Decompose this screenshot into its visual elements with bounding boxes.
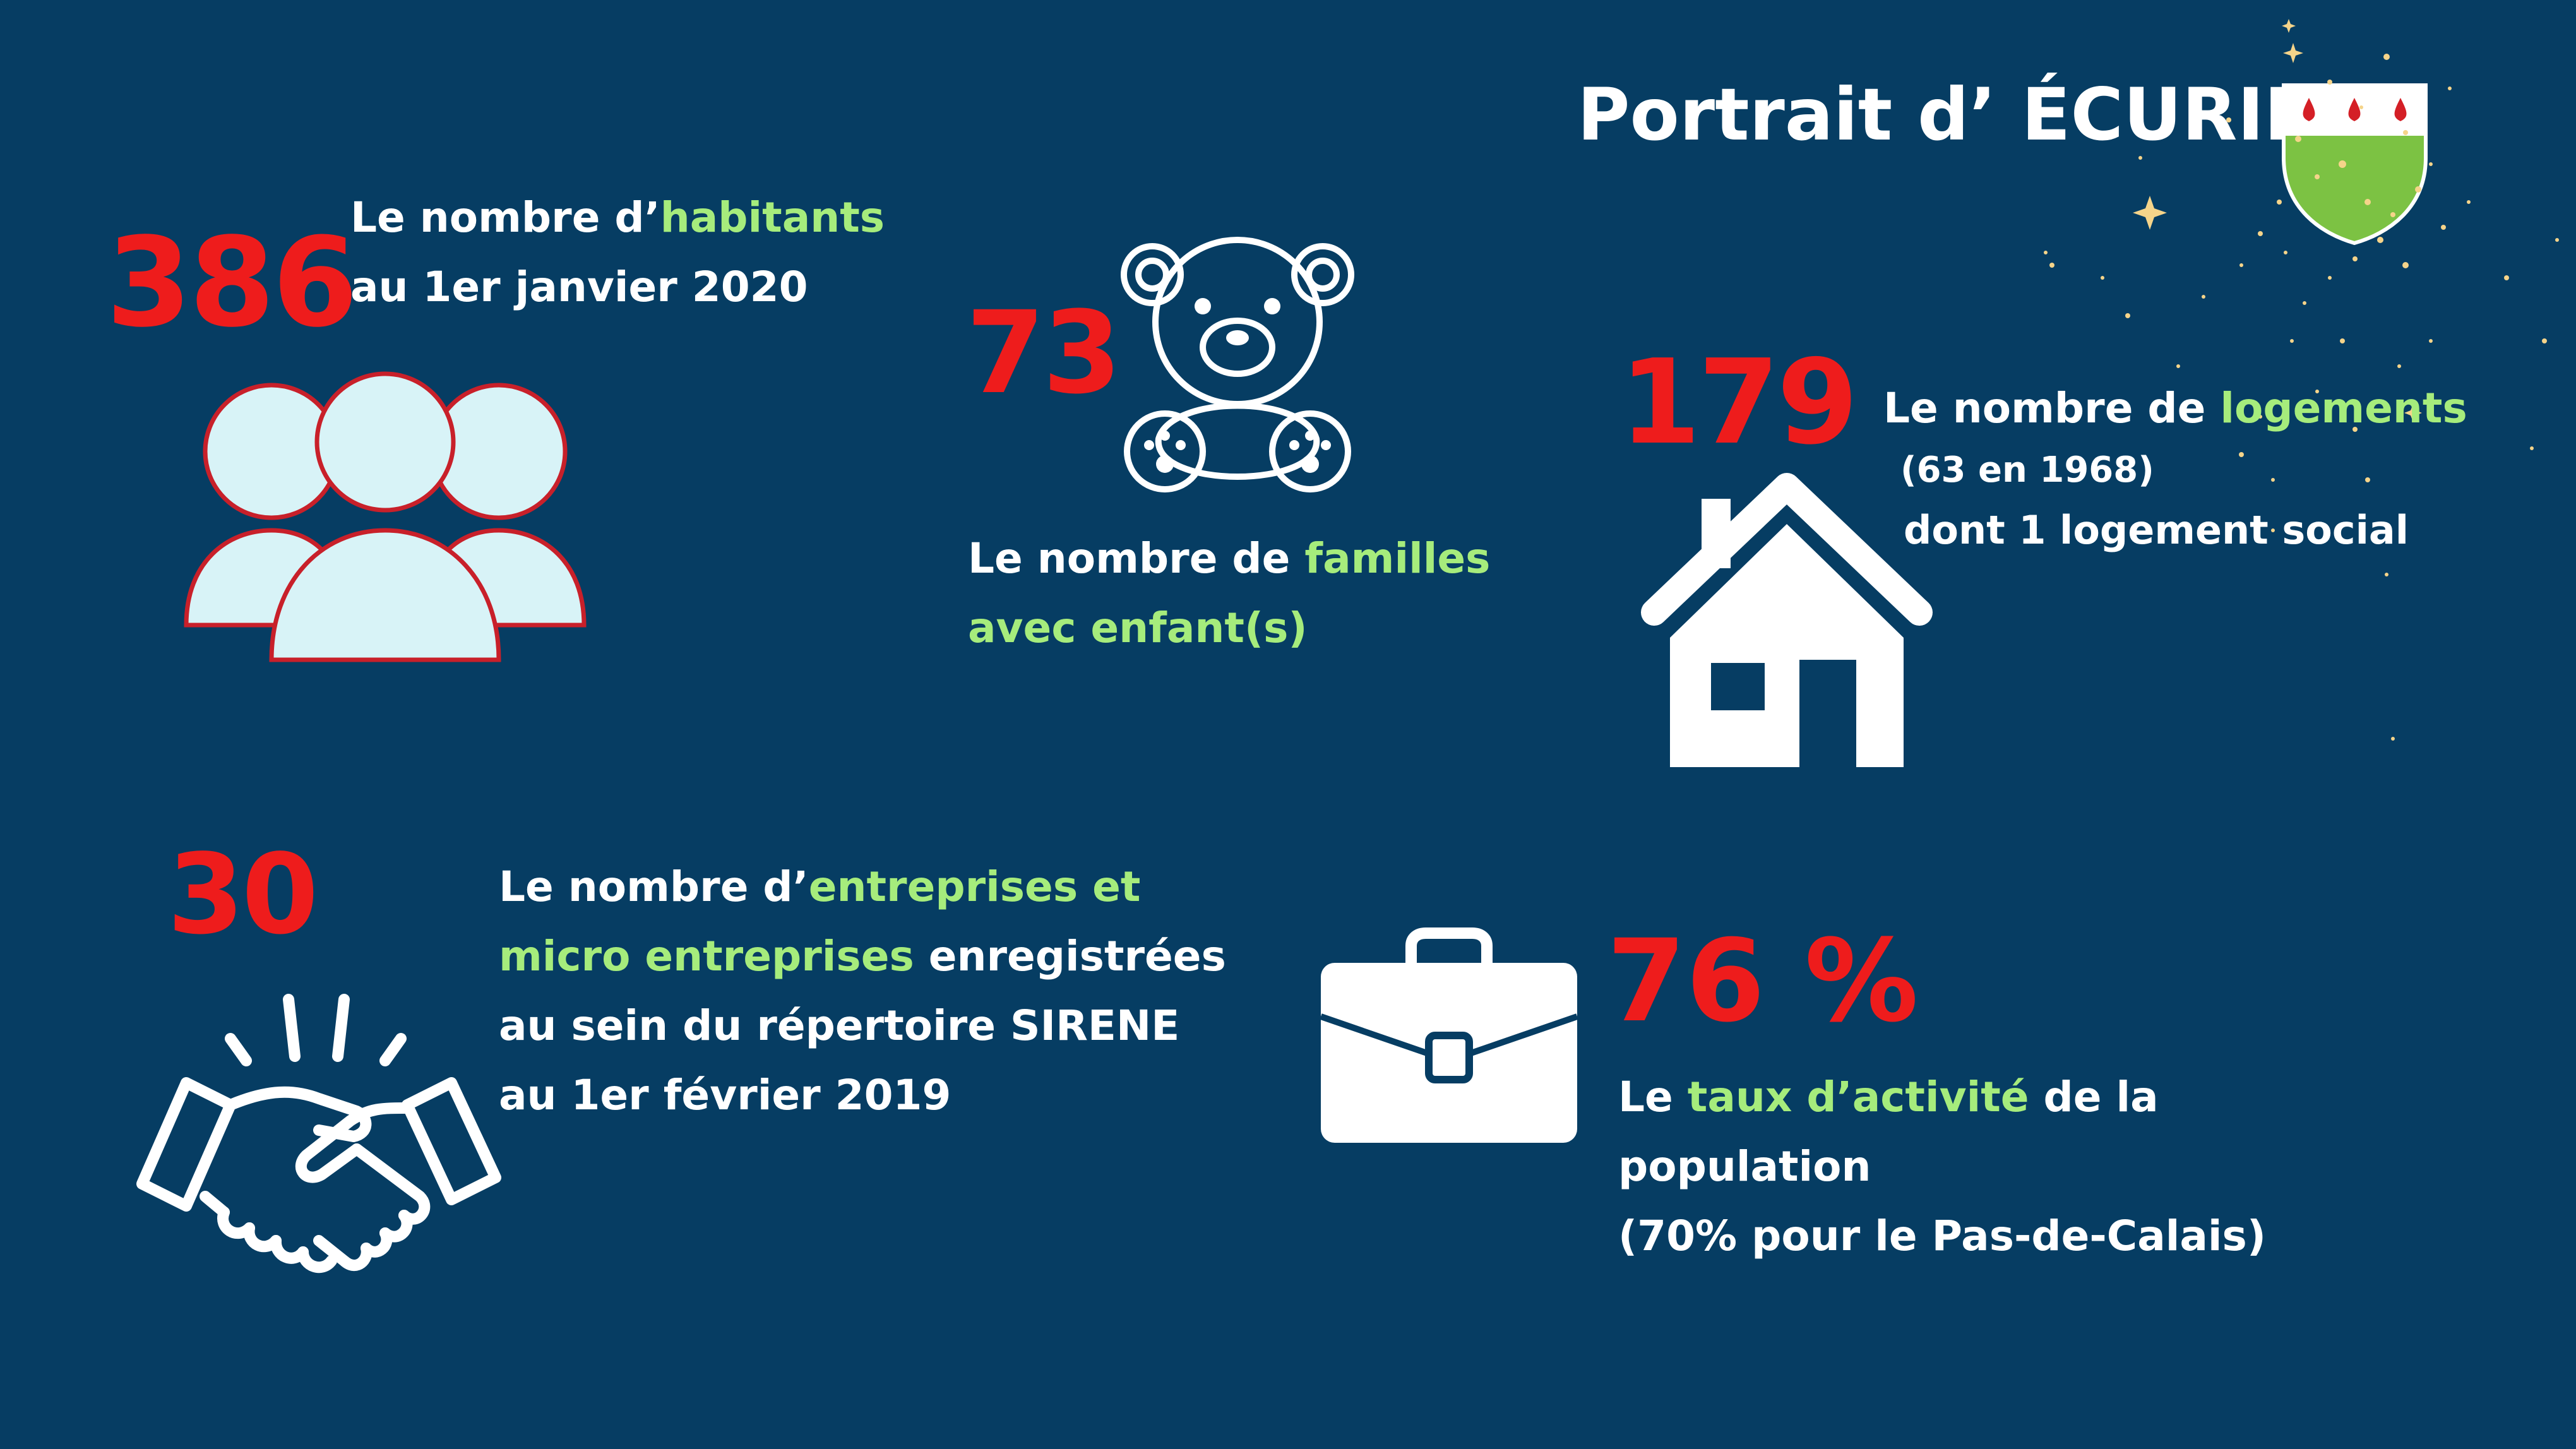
house-icon — [1641, 473, 1933, 767]
entreprises-line-2: micro entreprises enregistrées — [499, 922, 1226, 991]
entreprises-highlight-2: micro entreprises — [499, 932, 914, 981]
logements-social: dont 1 logement social — [1904, 507, 2409, 553]
page-title: Portrait d’ ÉCURIE — [1577, 73, 2313, 157]
people-group-icon — [184, 371, 587, 662]
activite-line-2: population — [1618, 1142, 1871, 1191]
logements-1968: (63 en 1968) — [1900, 450, 2154, 491]
entreprises-number: 30 — [167, 831, 319, 959]
logements-text: Le nombre de — [1883, 384, 2221, 432]
sparkles-decoration — [2044, 19, 2559, 741]
activite-text: Le — [1618, 1073, 1688, 1121]
logements-highlight: logements — [2220, 384, 2467, 432]
familles-label: Le nombre de familles avec enfant(s) — [968, 524, 1490, 663]
habitants-text: Le nombre d’ — [350, 193, 660, 242]
entreprises-text-2: enregistrées — [914, 932, 1226, 981]
habitants-highlight: habitants — [660, 193, 885, 242]
habitants-line-1: Le nombre d’habitants — [350, 183, 885, 253]
activite-number: 76 % — [1607, 915, 1919, 1047]
activite-line-3: (70% pour le Pas-de-Calais) — [1618, 1212, 2266, 1260]
familles-line-1: Le nombre de familles — [968, 524, 1490, 593]
entreprises-label: Le nombre d’entreprises et micro entrepr… — [499, 852, 1226, 1130]
activite-line-1: Le taux d’activité de la — [1618, 1063, 2266, 1132]
familles-highlight: familles — [1304, 534, 1491, 583]
activite-label: Le taux d’activité de la population (70%… — [1618, 1063, 2266, 1271]
entreprises-line-4: au 1er février 2019 — [499, 1071, 951, 1119]
entreprises-highlight: entreprises et — [808, 862, 1141, 911]
familles-number: 73 — [966, 287, 1121, 419]
entreprises-text: Le nombre d’ — [499, 862, 809, 911]
habitants-number: 386 — [106, 211, 358, 354]
handshake-icon — [136, 994, 501, 1273]
teddy-bear-icon — [1121, 237, 1354, 492]
entreprises-line-3: au sein du répertoire SIRENE — [499, 1001, 1180, 1050]
familles-text: Le nombre de — [968, 534, 1305, 583]
coat-of-arms-icon — [2282, 83, 2428, 246]
activite-text-2: de la — [2029, 1073, 2159, 1121]
familles-line-2: avec enfant(s) — [968, 604, 1308, 652]
habitants-line-2: au 1er janvier 2020 — [350, 263, 808, 311]
habitants-label: Le nombre d’habitants au 1er janvier 202… — [350, 183, 885, 322]
briefcase-icon — [1320, 927, 1578, 1143]
entreprises-line-1: Le nombre d’entreprises et — [499, 852, 1226, 922]
logements-line-1: Le nombre de logements — [1883, 374, 2467, 443]
logements-number: 179 — [1619, 334, 1858, 470]
logements-label: Le nombre de logements — [1883, 374, 2467, 443]
activite-highlight: taux d’activité — [1687, 1073, 2029, 1121]
